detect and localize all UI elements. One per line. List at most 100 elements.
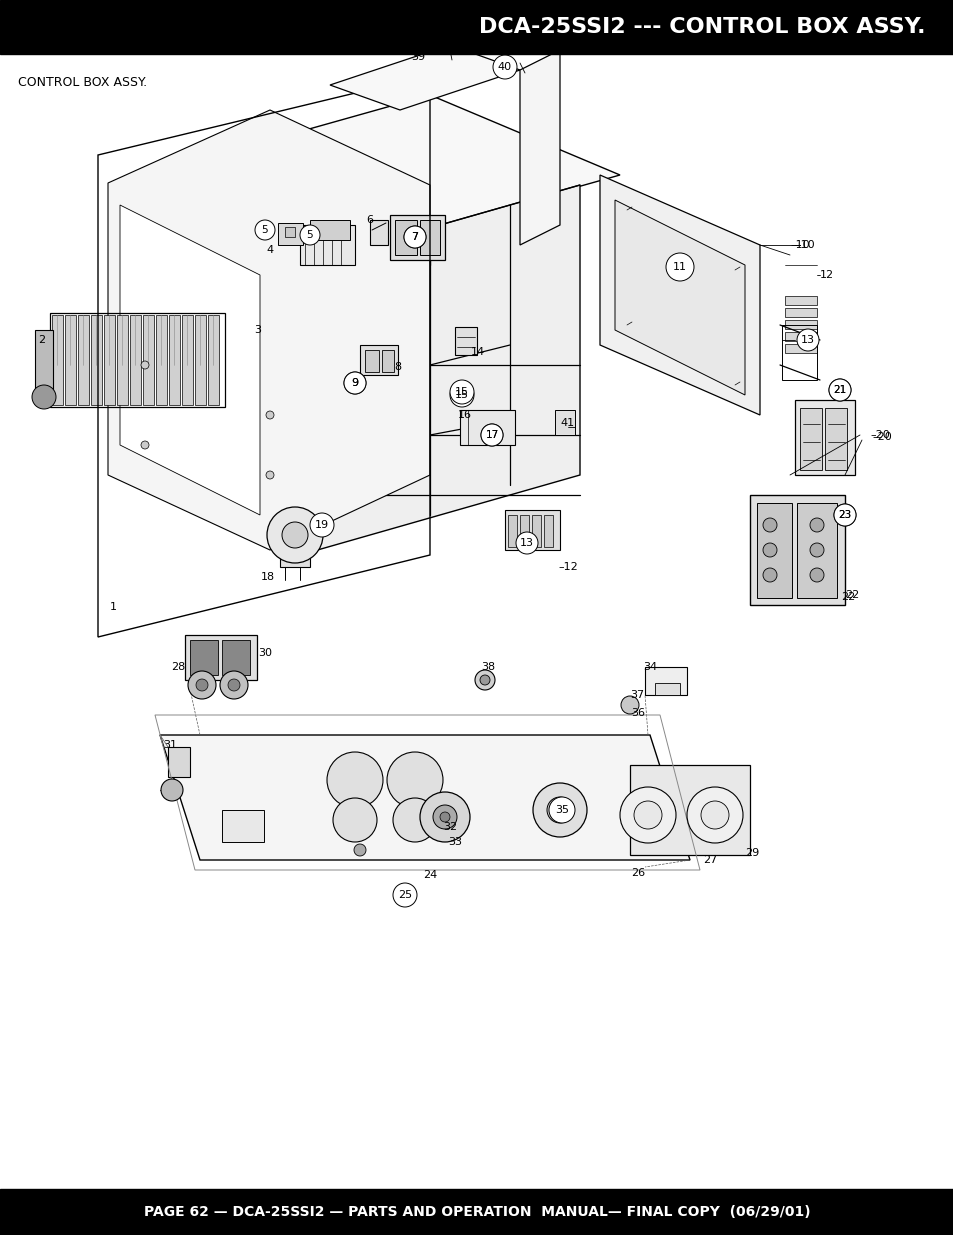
Circle shape [254,220,274,240]
Text: 16: 16 [457,410,472,420]
Text: 8: 8 [394,362,401,372]
Text: 17: 17 [485,430,498,440]
Text: 24: 24 [422,869,436,881]
Text: –12: –12 [558,562,578,572]
Bar [504,510,559,550]
Bar [784,308,816,317]
Text: DCA-25SSI2 --- CONTROL BOX ASSY.: DCA-25SSI2 --- CONTROL BOX ASSY. [478,17,924,37]
Bar [365,350,378,372]
Bar [459,410,515,445]
Polygon shape [599,175,760,415]
Bar [390,215,444,261]
Bar [0,1189,953,1235]
Circle shape [403,226,426,248]
Bar [543,515,553,547]
Text: 36: 36 [630,708,644,718]
Bar [190,640,218,676]
Text: 38: 38 [480,662,495,672]
Polygon shape [110,95,619,266]
Circle shape [533,783,586,837]
Circle shape [267,508,323,563]
Bar [644,667,686,695]
Text: –10: –10 [789,240,809,249]
Bar [78,315,89,405]
Bar [222,810,264,842]
Text: 37: 37 [629,690,643,700]
Text: –10: –10 [794,240,814,249]
Text: 41: 41 [560,417,575,429]
Circle shape [327,752,382,808]
Circle shape [220,671,248,699]
Circle shape [266,411,274,419]
Bar [156,315,167,405]
Circle shape [828,379,850,401]
Polygon shape [330,44,519,110]
Text: –20: –20 [871,432,891,442]
Bar [519,515,529,547]
Circle shape [796,329,818,351]
Bar [35,330,53,390]
Polygon shape [120,205,260,515]
Text: 22: 22 [844,590,859,600]
Circle shape [762,568,776,582]
Bar [784,332,816,341]
Circle shape [833,504,855,526]
Circle shape [828,379,850,401]
Bar [655,683,679,695]
Text: 9: 9 [351,378,358,388]
Text: 29: 29 [744,848,759,858]
Circle shape [266,471,274,479]
Text: 18: 18 [261,572,274,582]
Bar [359,345,397,375]
Bar [796,503,836,598]
Text: 31: 31 [163,740,177,750]
Circle shape [195,679,208,692]
Text: 9: 9 [351,378,358,388]
Bar [419,220,439,254]
Text: 21: 21 [833,385,845,395]
Bar [208,315,219,405]
Circle shape [546,797,573,823]
Polygon shape [615,200,744,395]
Bar [222,640,250,676]
Bar [781,325,816,380]
Text: –20: –20 [869,430,889,440]
Bar [749,495,844,605]
Bar [104,315,115,405]
Bar [182,315,193,405]
Polygon shape [299,185,579,555]
Circle shape [809,543,823,557]
Text: 14: 14 [471,347,484,357]
Text: CONTROL BOX ASSY.: CONTROL BOX ASSY. [18,75,147,89]
Bar [130,315,141,405]
Circle shape [809,517,823,532]
Text: 5: 5 [261,225,268,235]
Text: 21: 21 [833,385,845,395]
Text: 3: 3 [254,325,261,335]
Bar [381,350,394,372]
Text: 26: 26 [630,868,644,878]
Circle shape [161,779,183,802]
Text: 23: 23 [838,510,851,520]
Circle shape [188,671,215,699]
Text: 15: 15 [455,387,469,396]
Text: 6: 6 [366,215,374,225]
Text: 30: 30 [257,648,272,658]
Polygon shape [108,110,430,550]
Text: 23: 23 [838,510,851,520]
Circle shape [344,372,366,394]
Polygon shape [110,185,299,555]
Circle shape [439,811,450,823]
Bar [784,345,816,353]
Text: 32: 32 [442,823,456,832]
Text: 22: 22 [840,592,854,601]
Text: 1: 1 [110,601,117,613]
Text: 7: 7 [411,232,418,242]
Bar [455,327,476,354]
Circle shape [450,383,474,408]
Bar [91,315,102,405]
Circle shape [299,225,319,245]
Circle shape [393,883,416,906]
Text: 28: 28 [171,662,185,672]
Bar [800,408,821,471]
